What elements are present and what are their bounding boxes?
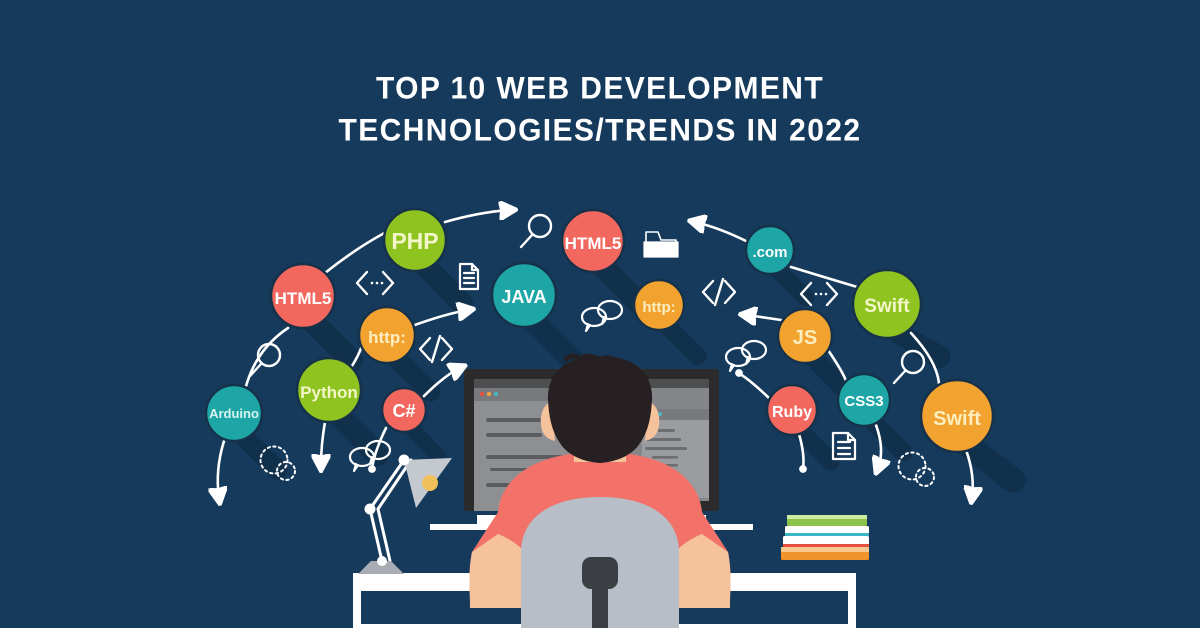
svg-text:Swift: Swift bbox=[864, 296, 910, 317]
svg-text:Python: Python bbox=[300, 383, 358, 402]
svg-text:PHP: PHP bbox=[391, 228, 438, 254]
svg-text:JS: JS bbox=[793, 327, 817, 349]
svg-text:http:: http: bbox=[368, 328, 406, 347]
svg-text:.com: .com bbox=[752, 244, 787, 261]
svg-text:Arduino: Arduino bbox=[209, 406, 259, 421]
svg-text:HTML5: HTML5 bbox=[275, 289, 332, 308]
svg-text:Swift: Swift bbox=[933, 408, 981, 430]
svg-text:CSS3: CSS3 bbox=[844, 393, 883, 410]
svg-text:Ruby: Ruby bbox=[772, 404, 812, 421]
svg-text:JAVA: JAVA bbox=[501, 287, 546, 307]
svg-text:http:: http: bbox=[642, 299, 675, 316]
svg-text:C#: C# bbox=[392, 401, 415, 421]
svg-text:HTML5: HTML5 bbox=[565, 234, 622, 253]
